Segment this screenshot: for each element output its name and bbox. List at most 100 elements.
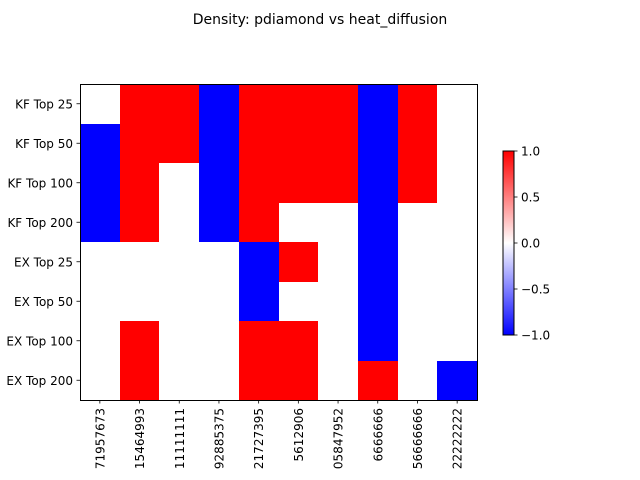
heatmap-cell (159, 203, 199, 242)
heatmap-cell (437, 361, 477, 400)
heatmap-cell (80, 361, 120, 400)
x-tick-label: 11111111 (173, 408, 187, 469)
heatmap-cell (199, 124, 239, 163)
heatmap-cells (80, 84, 477, 400)
heatmap-cell (159, 84, 199, 124)
y-tick-label: EX Top 200 (6, 374, 73, 388)
x-tick-label: 22222222 (451, 408, 465, 469)
heatmap-cell (80, 282, 120, 321)
colorbar-gradient (503, 151, 514, 335)
heatmap-cell (358, 321, 398, 361)
colorbar-ticks: 1.0 0.5 0.0 −0.5 −1.0 (514, 145, 550, 343)
heatmap-cell (80, 124, 120, 163)
heatmap-cell (199, 361, 239, 400)
heatmap-cell (199, 203, 239, 242)
heatmap-cell (398, 203, 437, 242)
heatmap-cell (437, 84, 477, 124)
heatmap-cell (318, 163, 358, 203)
heatmap-cell (318, 361, 358, 400)
heatmap-cell (318, 282, 358, 321)
y-tick-label: KF Top 200 (7, 216, 73, 230)
heatmap-cell (279, 84, 318, 124)
heatmap-cell (437, 242, 477, 282)
plot-frame (80, 84, 478, 401)
heatmap-cell (80, 84, 120, 124)
heatmap-cell (239, 163, 279, 203)
heatmap-cell (398, 124, 437, 163)
heatmap-cell (398, 282, 437, 321)
heatmap-cell (318, 124, 358, 163)
heatmap-cell (239, 124, 279, 163)
y-tick-label: KF Top 50 (15, 137, 73, 151)
heatmap-cell (120, 84, 159, 124)
heatmap-cell (279, 282, 318, 321)
x-tick-label: 71957673 (93, 408, 107, 469)
colorbar-tick-label: 0.5 (521, 191, 540, 205)
heatmap-cell (199, 282, 239, 321)
heatmap-cell (398, 321, 437, 361)
heatmap-cell (120, 242, 159, 282)
heatmap-cell (239, 203, 279, 242)
colorbar-tick-label: −0.5 (521, 283, 550, 297)
heatmap-cell (398, 163, 437, 203)
colorbar-tick-label: −1.0 (521, 329, 550, 343)
heatmap-cell (358, 124, 398, 163)
heatmap-cell (159, 163, 199, 203)
x-tick-label: 5612906 (292, 408, 306, 461)
heatmap-cell (199, 163, 239, 203)
x-tick-label: 21727395 (252, 408, 266, 469)
heatmap-cell (199, 321, 239, 361)
heatmap-cell (437, 321, 477, 361)
heatmap-cell (199, 242, 239, 282)
heatmap-cell (120, 203, 159, 242)
heatmap-cell (279, 242, 318, 282)
heatmap-cell (279, 203, 318, 242)
colorbar-tick-label: 1.0 (521, 145, 540, 159)
colorbar: 1.0 0.5 0.0 −0.5 −1.0 (502, 145, 550, 343)
heatmap-cell (239, 242, 279, 282)
heatmap-cell (239, 282, 279, 321)
heatmap-cell (358, 242, 398, 282)
x-tick-label: 15464993 (133, 408, 147, 469)
heatmap-cell (358, 361, 398, 400)
heatmap-cell (239, 321, 279, 361)
heatmap-cell (318, 321, 358, 361)
heatmap-cell (437, 163, 477, 203)
heatmap-cell (120, 282, 159, 321)
heatmap-cell (80, 242, 120, 282)
heatmap-cell (279, 361, 318, 400)
heatmap-cell (159, 242, 199, 282)
y-tick-label: KF Top 25 (15, 97, 73, 111)
y-tick-label: EX Top 50 (14, 295, 73, 309)
heatmap-cell (437, 282, 477, 321)
heatmap-cell (318, 203, 358, 242)
heatmap-cell (279, 321, 318, 361)
heatmap-cell (358, 203, 398, 242)
colorbar-tick-label: 0.0 (521, 237, 540, 251)
x-tick-label: 05847952 (332, 408, 346, 469)
heatmap-cell (398, 242, 437, 282)
y-axis: KF Top 25 KF Top 50 KF Top 100 KF Top 200 EX… (6, 97, 80, 388)
heatmap-cell (437, 203, 477, 242)
heatmap-cell (120, 124, 159, 163)
chart-title: Density: pdiamond vs heat_diffusion (193, 12, 448, 28)
heatmap-cell (199, 84, 239, 124)
y-tick-label: EX Top 25 (14, 255, 73, 269)
y-tick-label: KF Top 100 (7, 176, 73, 190)
heatmap-cell (358, 84, 398, 124)
heatmap-cell (398, 84, 437, 124)
heatmap-cell (279, 163, 318, 203)
heatmap-cell (159, 361, 199, 400)
heatmap-cell (279, 124, 318, 163)
heatmap-cell (358, 282, 398, 321)
x-tick-label: 56666666 (411, 408, 425, 469)
heatmap-cell (239, 84, 279, 124)
heatmap-cell (358, 163, 398, 203)
heatmap-cell (120, 163, 159, 203)
heatmap-cell (239, 361, 279, 400)
heatmap-cell (159, 282, 199, 321)
heatmap-cell (398, 361, 437, 400)
x-tick-label: 92885375 (212, 408, 226, 469)
heatmap-cell (80, 321, 120, 361)
